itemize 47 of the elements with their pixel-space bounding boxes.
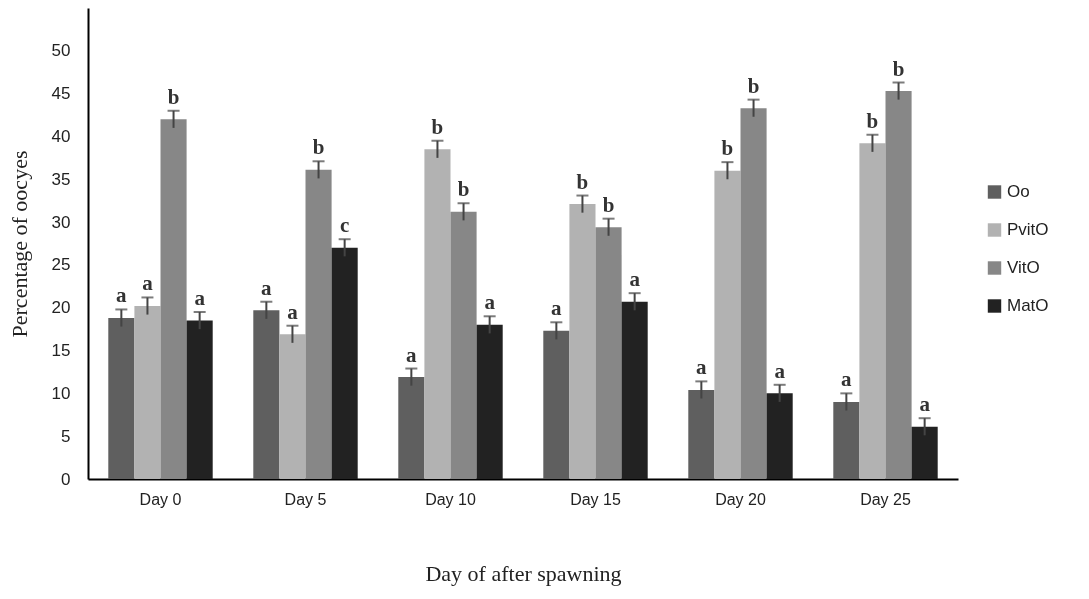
- legend-label: Oo: [1007, 182, 1030, 201]
- legend-label: MatO: [1007, 296, 1049, 315]
- data-label: a: [841, 367, 853, 392]
- x-tick-label: Day 0: [139, 490, 182, 508]
- y-tick-label: 15: [51, 341, 71, 361]
- x-tick-label: Day 20: [715, 490, 766, 508]
- data-label: a: [142, 271, 154, 296]
- y-tick-label: 25: [51, 255, 71, 275]
- x-tick-label: Day 10: [425, 490, 476, 508]
- y-tick-label: 50: [51, 41, 71, 61]
- data-label: a: [484, 290, 496, 315]
- data-label: b: [866, 108, 879, 133]
- data-label: a: [551, 296, 563, 321]
- y-axis-title: Percentage of oocyes: [6, 150, 32, 338]
- data-label: a: [919, 392, 931, 417]
- data-label: b: [747, 73, 760, 98]
- y-tick-label: 10: [51, 383, 71, 403]
- y-tick-label: 45: [51, 84, 71, 104]
- y-tick-label: 35: [51, 169, 71, 189]
- legend-label: PvitO: [1007, 220, 1049, 239]
- y-tick-label: 20: [51, 298, 71, 318]
- y-tick-label: 0: [61, 469, 71, 489]
- data-label: b: [721, 136, 734, 161]
- data-label: a: [194, 286, 206, 311]
- x-tick-label: Day 25: [860, 490, 911, 508]
- x-tick-label: Day 15: [570, 490, 621, 508]
- data-label: b: [602, 192, 615, 217]
- y-tick-label: 30: [51, 212, 71, 232]
- data-label: a: [774, 358, 786, 383]
- y-tick-label: 40: [51, 126, 71, 146]
- x-tick-label: Day 5: [284, 490, 327, 508]
- data-label: b: [576, 169, 589, 194]
- x-axis-title: Day of after spawning: [425, 560, 622, 586]
- y-tick-label: 5: [61, 426, 71, 446]
- data-label: b: [312, 135, 325, 160]
- data-label: a: [696, 355, 708, 380]
- legend-label: VitO: [1007, 258, 1040, 277]
- data-label: b: [167, 84, 180, 109]
- data-label: a: [406, 342, 418, 367]
- data-label: b: [457, 177, 470, 202]
- data-label: a: [629, 267, 641, 292]
- data-label: b: [431, 114, 444, 139]
- data-label: a: [261, 275, 273, 300]
- data-label: a: [287, 299, 299, 324]
- data-label: b: [892, 56, 905, 81]
- data-label: c: [339, 213, 350, 238]
- data-label: a: [116, 283, 128, 308]
